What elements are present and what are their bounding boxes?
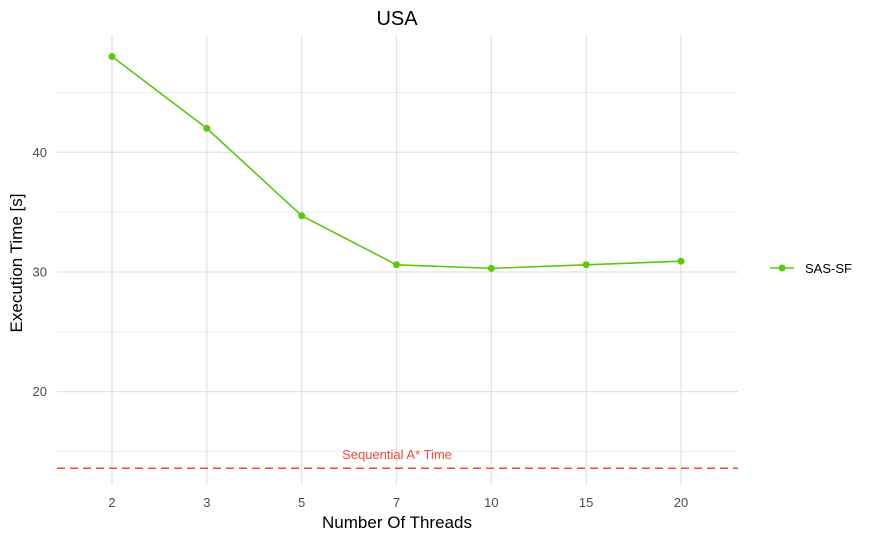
y-tick-label: 30 xyxy=(33,264,47,279)
x-tick-label: 15 xyxy=(579,495,593,510)
data-point xyxy=(677,257,685,265)
data-point xyxy=(487,264,495,272)
reference-line-group: Sequential A* Time xyxy=(57,447,738,470)
x-tick-label: 7 xyxy=(393,495,400,510)
series-group xyxy=(108,53,685,272)
data-point xyxy=(582,261,590,269)
legend-key-point xyxy=(778,264,786,272)
x-tick-label: 10 xyxy=(484,495,498,510)
y-tick-label: 40 xyxy=(33,145,47,160)
x-axis-title: Number Of Threads xyxy=(322,513,472,532)
legend-label: SAS-SF xyxy=(805,261,852,276)
x-tick-label: 20 xyxy=(674,495,688,510)
chart-title: USA xyxy=(376,8,418,30)
data-point xyxy=(108,53,116,61)
x-tick-label: 2 xyxy=(108,495,115,510)
data-point xyxy=(298,212,306,220)
legend: SAS-SF xyxy=(770,261,852,276)
tick-labels: 20 30 40 2 3 5 7 10 15 20 xyxy=(33,145,689,510)
y-tick-label: 20 xyxy=(33,384,47,399)
x-tick-label: 5 xyxy=(298,495,305,510)
y-axis-title: Execution Time [s] xyxy=(7,194,26,333)
data-point xyxy=(203,124,211,132)
reference-line-label: Sequential A* Time xyxy=(342,447,452,462)
grid xyxy=(57,35,738,485)
data-point xyxy=(393,261,400,269)
x-tick-label: 3 xyxy=(203,495,210,510)
